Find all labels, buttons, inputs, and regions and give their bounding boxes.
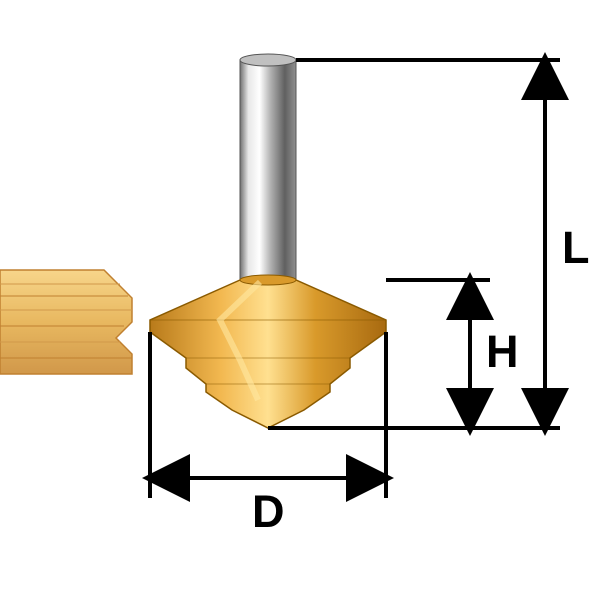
wood-sample	[0, 270, 132, 374]
label-D: D	[252, 486, 285, 538]
router-bit	[150, 54, 386, 428]
technical-drawing-svg	[0, 0, 600, 600]
extension-lines	[150, 60, 560, 498]
dimension-lines	[150, 60, 545, 478]
label-H: H	[486, 326, 519, 378]
label-L: L	[562, 222, 590, 274]
diagram-canvas: L H D	[0, 0, 600, 600]
